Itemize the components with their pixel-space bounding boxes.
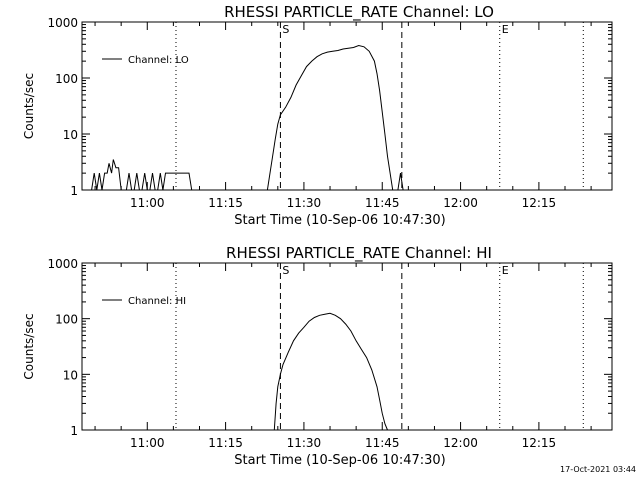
y-tick-label: 1: [70, 424, 78, 438]
chart-title: RHESSI PARTICLE_RATE Channel: HI: [226, 244, 492, 263]
x-tick-label: 11:30: [287, 196, 322, 210]
x-tick-label: 12:15: [522, 436, 557, 450]
generated-timestamp: 17-Oct-2021 03:44: [560, 465, 636, 474]
y-tick-label: 1000: [47, 257, 78, 271]
x-tick-label: 11:00: [130, 436, 165, 450]
x-tick-label: 11:45: [365, 436, 400, 450]
x-axis-label: Start Time (10-Sep-06 10:47:30): [234, 213, 445, 228]
x-tick-label: 12:00: [443, 436, 478, 450]
plot-frame: [81, 262, 613, 431]
y-tick-label: 100: [55, 313, 78, 327]
event-marker-label: S: [282, 23, 289, 36]
x-axis-label: Start Time (10-Sep-06 10:47:30): [234, 453, 445, 468]
x-tick-label: 11:15: [208, 196, 243, 210]
y-tick-label: 10: [63, 128, 78, 142]
y-axis-label: Counts/sec: [22, 313, 36, 379]
y-axis-label: Counts/sec: [22, 73, 36, 139]
x-tick-label: 12:00: [443, 196, 478, 210]
legend-label: Channel: LO: [128, 55, 189, 66]
event-marker-label: S: [282, 264, 289, 277]
series-line: [91, 44, 404, 191]
y-tick-label: 10: [63, 368, 78, 382]
plot-frame: [81, 21, 613, 191]
y-tick-label: 100: [55, 72, 78, 86]
x-tick-label: 11:00: [130, 196, 165, 210]
y-tick-label: 1: [70, 184, 78, 198]
event-marker-label: E: [502, 23, 509, 36]
series-line: [273, 312, 388, 431]
event-marker-label: E: [502, 264, 509, 277]
x-tick-label: 11:45: [365, 196, 400, 210]
x-tick-label: 11:30: [287, 436, 322, 450]
x-tick-label: 11:15: [208, 436, 243, 450]
legend-label: Channel: HI: [128, 296, 186, 307]
x-tick-label: 12:15: [522, 196, 557, 210]
chart-title: RHESSI PARTICLE_RATE Channel: LO: [224, 3, 494, 22]
y-tick-label: 1000: [47, 16, 78, 30]
